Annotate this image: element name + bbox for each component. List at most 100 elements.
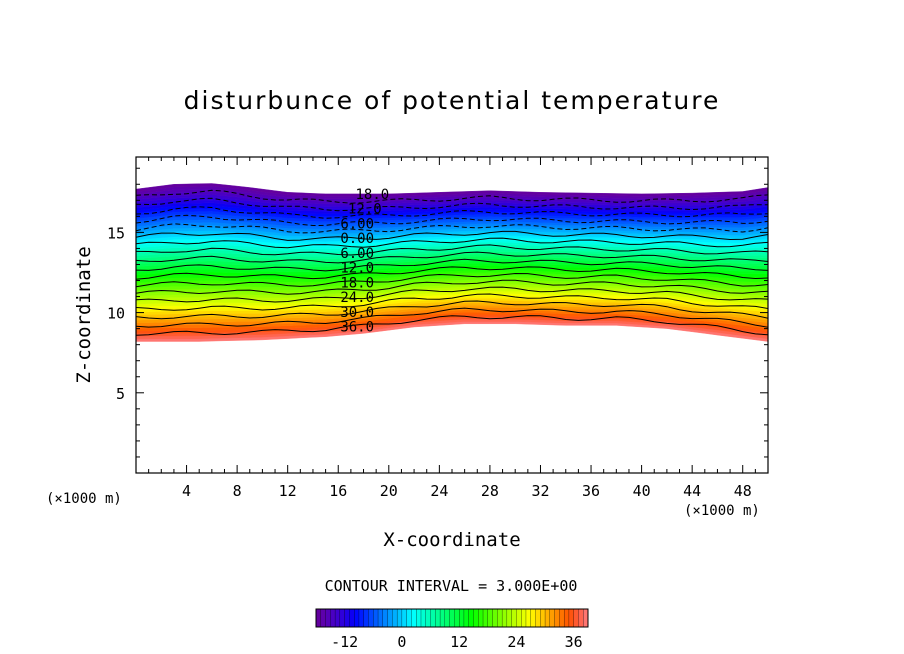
contour-label: 18.0 <box>340 275 374 291</box>
contour-line <box>135 315 769 336</box>
colorbar-cell <box>339 608 346 628</box>
contour-line <box>135 189 769 204</box>
colorbar-cell <box>354 608 360 628</box>
contour-line <box>135 223 769 234</box>
colorbar-cell <box>439 608 446 628</box>
contour-label: 6.00 <box>340 246 374 262</box>
colorbar-cell <box>392 608 398 628</box>
contour-interval-text: CONTOUR INTERVAL = 3.000E+00 <box>324 577 578 595</box>
x-tick-label: 40 <box>633 482 651 500</box>
y-axis-unit: (×1000 m) <box>46 491 122 507</box>
x-tick-label: 36 <box>582 482 600 500</box>
contour-line <box>135 272 769 288</box>
colorbar-cell <box>430 608 436 628</box>
colorbar-tick-label: -12 <box>331 633 358 651</box>
colorbar-cell <box>330 608 336 628</box>
colorbar-cell <box>478 608 484 628</box>
contour-label: 30.0 <box>340 305 374 321</box>
colorbar-cell <box>416 608 422 628</box>
x-tick-label: 20 <box>380 482 398 500</box>
contour-line <box>135 206 769 219</box>
colorbar-cell <box>468 608 474 628</box>
colorbar-cell <box>382 608 389 628</box>
colorbar-cell <box>444 608 451 628</box>
colorbar-cell <box>325 608 331 628</box>
colorbar-cell <box>573 608 579 628</box>
colorbar-cell <box>363 608 369 628</box>
x-tick-label: 24 <box>430 482 448 500</box>
contour-label: 36.0 <box>340 320 374 336</box>
colorbar-cell <box>459 608 465 628</box>
colorbar-cell <box>535 608 541 628</box>
colorbar-cell <box>463 608 470 628</box>
colorbar-cell <box>501 608 508 628</box>
colorbar-cell <box>320 608 326 628</box>
colorbar-cell <box>544 608 551 628</box>
contour-field <box>135 183 769 342</box>
y-tick-label: 5 <box>116 385 125 403</box>
colorbar-cell <box>401 608 408 628</box>
colorbar-cell <box>521 608 527 628</box>
colorbar-cell <box>559 608 565 628</box>
colorbar-cell <box>540 608 546 628</box>
colorbar-tick-label: 24 <box>507 633 525 651</box>
colorbar-cell <box>563 608 570 628</box>
x-tick-label: 8 <box>233 482 242 500</box>
colorbar-cell <box>387 608 393 628</box>
x-axis-label: X-coordinate <box>383 529 521 551</box>
x-tick-label: 4 <box>182 482 191 500</box>
contour-label: 12.0 <box>340 261 374 277</box>
contour-line <box>135 279 769 295</box>
contour-label: 6.00 <box>340 216 374 232</box>
x-tick-label: 16 <box>329 482 347 500</box>
y-tick-label: 10 <box>107 305 125 323</box>
colorbar-cell <box>568 608 575 628</box>
contour-line <box>135 258 769 272</box>
x-tick-label: 48 <box>734 482 752 500</box>
colorbar-cell <box>396 608 403 628</box>
chart-title: disturbunce of potential temperature <box>183 86 721 115</box>
contour-label: 24.0 <box>340 290 374 306</box>
contour-line <box>135 293 769 311</box>
contour-line <box>135 214 769 227</box>
colorbar-frame <box>315 608 589 628</box>
colorbar-cell <box>373 608 379 628</box>
colorbar-tick-label: 12 <box>450 633 468 651</box>
colorbar-cell <box>473 608 479 628</box>
contour-line <box>135 300 769 320</box>
y-axis-label: Z-coordinate <box>73 246 95 384</box>
colorbar-cell <box>349 608 355 628</box>
contour-line <box>135 266 769 280</box>
colorbar-cell <box>449 608 455 628</box>
colorbar-cell <box>578 608 584 628</box>
colorbar-tick-label: 36 <box>565 633 583 651</box>
colorbar-cell <box>420 608 427 628</box>
contour-label: 12.0 <box>348 202 382 218</box>
contour-label: 0.00 <box>340 231 374 247</box>
colorbar-cell <box>358 608 365 628</box>
contour-line <box>135 251 769 264</box>
colorbar-cell <box>344 608 350 628</box>
contour-line <box>135 230 769 241</box>
colorbar-cell <box>554 608 560 628</box>
contour-label: 18.0 <box>356 187 390 203</box>
contour-line <box>135 197 768 212</box>
colorbar-cell <box>406 608 412 628</box>
colorbar-tick-label: 0 <box>397 633 406 651</box>
colorbar-cell <box>530 608 536 628</box>
colorbar-cell <box>454 608 460 628</box>
colorbar: -12 0 12 24 36 <box>315 608 589 651</box>
y-tick-label: 15 <box>107 224 125 242</box>
colorbar-cell <box>425 608 431 628</box>
x-tick-label: 28 <box>481 482 499 500</box>
contour-lines <box>135 189 769 336</box>
colorbar-cell <box>482 608 489 628</box>
colorbar-cell <box>511 608 517 628</box>
colorbar-cell <box>497 608 503 628</box>
colorbar-cell <box>549 608 556 628</box>
colorbar-cell <box>334 608 341 628</box>
contour-line <box>135 307 769 328</box>
